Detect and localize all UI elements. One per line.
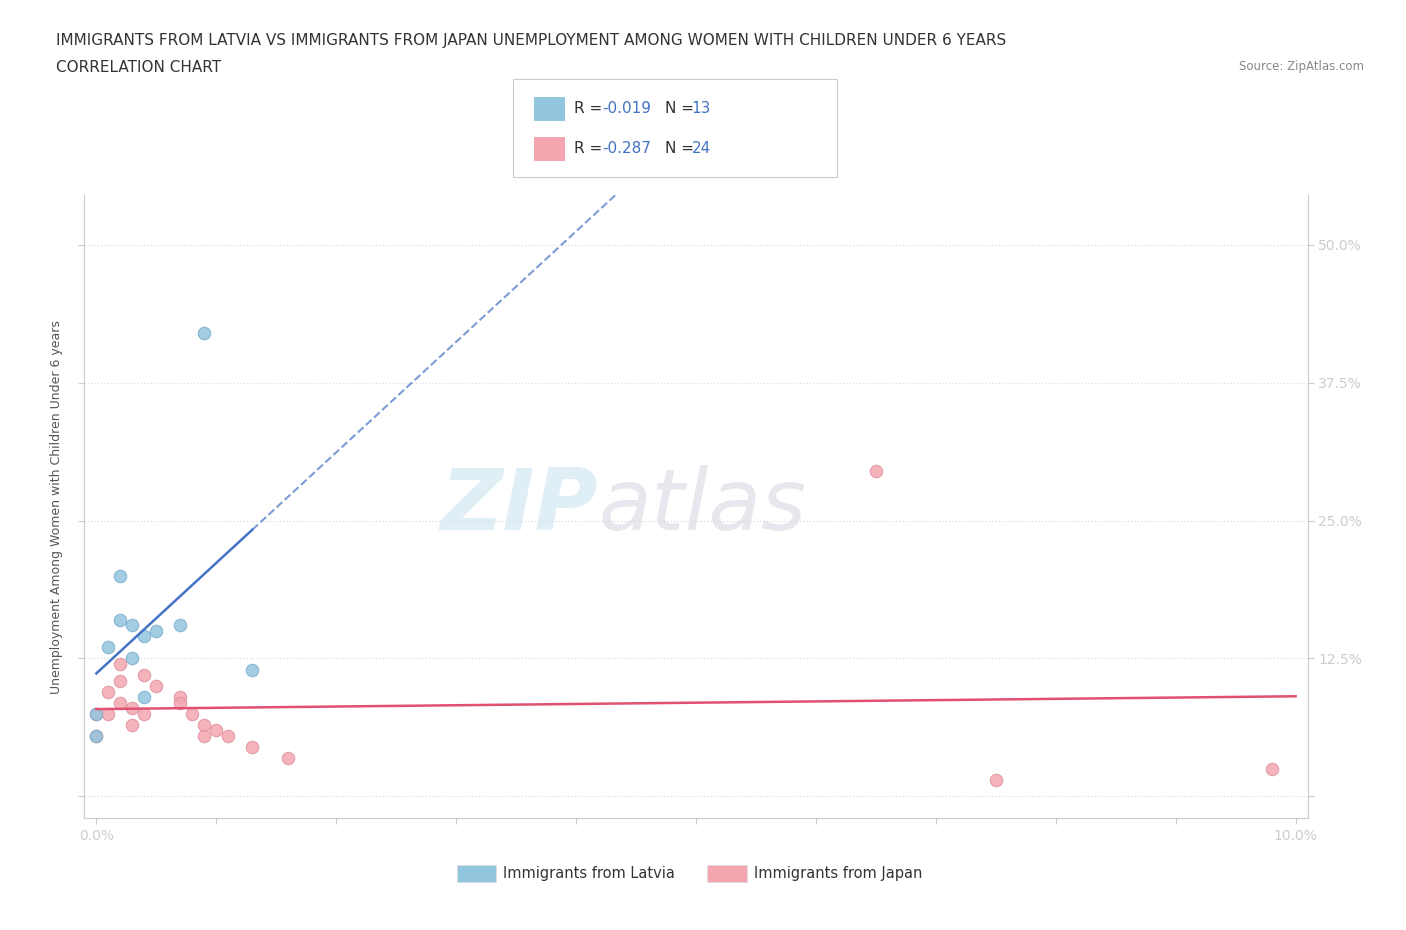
Point bbox=[1260, 762, 1282, 777]
Point bbox=[984, 772, 1007, 787]
Point bbox=[86, 728, 108, 743]
Point bbox=[121, 618, 143, 632]
Point bbox=[110, 613, 132, 628]
Point bbox=[110, 673, 132, 688]
Point bbox=[865, 463, 887, 478]
Point bbox=[193, 717, 215, 732]
Text: R =: R = bbox=[574, 101, 607, 116]
Text: N =: N = bbox=[665, 101, 699, 116]
Point bbox=[240, 739, 263, 754]
Point bbox=[277, 751, 299, 765]
Point bbox=[205, 723, 228, 737]
Point bbox=[110, 657, 132, 671]
Point bbox=[121, 717, 143, 732]
Text: CORRELATION CHART: CORRELATION CHART bbox=[56, 60, 221, 75]
Point bbox=[110, 568, 132, 583]
Text: atlas: atlas bbox=[598, 465, 806, 549]
Point bbox=[134, 690, 156, 705]
Point bbox=[134, 629, 156, 644]
Text: IMMIGRANTS FROM LATVIA VS IMMIGRANTS FROM JAPAN UNEMPLOYMENT AMONG WOMEN WITH CH: IMMIGRANTS FROM LATVIA VS IMMIGRANTS FRO… bbox=[56, 33, 1007, 47]
Point bbox=[169, 618, 191, 632]
Text: R =: R = bbox=[574, 141, 607, 156]
Text: 24: 24 bbox=[692, 141, 711, 156]
Point bbox=[169, 695, 191, 710]
Point bbox=[240, 662, 263, 677]
Point bbox=[134, 706, 156, 721]
Text: -0.287: -0.287 bbox=[602, 141, 651, 156]
Point bbox=[193, 326, 215, 340]
Point bbox=[181, 706, 204, 721]
Text: 13: 13 bbox=[692, 101, 711, 116]
Point bbox=[97, 640, 120, 655]
Point bbox=[121, 700, 143, 715]
Text: Source: ZipAtlas.com: Source: ZipAtlas.com bbox=[1239, 60, 1364, 73]
Point bbox=[110, 695, 132, 710]
Point bbox=[145, 623, 167, 638]
Point bbox=[86, 706, 108, 721]
Point bbox=[145, 679, 167, 694]
Point bbox=[97, 684, 120, 699]
Point bbox=[193, 728, 215, 743]
Text: -0.019: -0.019 bbox=[602, 101, 651, 116]
Y-axis label: Unemployment Among Women with Children Under 6 years: Unemployment Among Women with Children U… bbox=[49, 320, 63, 694]
Point bbox=[86, 706, 108, 721]
Text: N =: N = bbox=[665, 141, 699, 156]
Point bbox=[86, 728, 108, 743]
Point bbox=[134, 668, 156, 683]
Point bbox=[169, 690, 191, 705]
Text: ZIP: ZIP bbox=[440, 465, 598, 549]
Point bbox=[121, 651, 143, 666]
Point bbox=[217, 728, 239, 743]
Point bbox=[97, 706, 120, 721]
Text: Immigrants from Latvia: Immigrants from Latvia bbox=[503, 866, 675, 881]
Text: Immigrants from Japan: Immigrants from Japan bbox=[754, 866, 922, 881]
